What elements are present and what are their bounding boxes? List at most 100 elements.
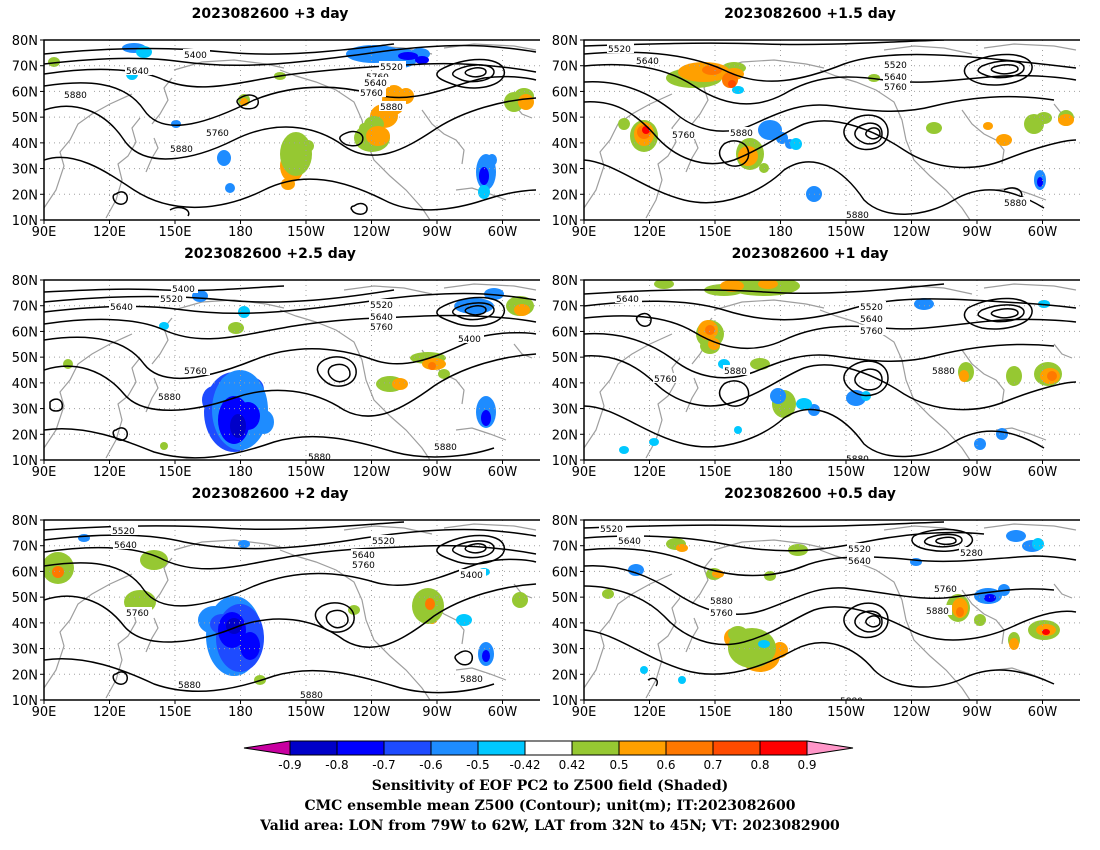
map-plot: 5640 5520 5640 5760 5760 5880 5880 5880 80N 70N 60… xyxy=(552,274,1080,480)
gridlines xyxy=(44,40,540,220)
z500-contour xyxy=(454,650,474,666)
lon-tick-label: 90E xyxy=(32,705,57,720)
lon-tick-label: 90E xyxy=(32,225,57,240)
coastline xyxy=(151,77,173,125)
coastline xyxy=(961,589,1005,645)
contour-label: 5880 xyxy=(64,91,87,101)
sensitivity-blob xyxy=(398,88,414,104)
contour-label: 5760 xyxy=(654,375,677,385)
sensitivity-blob xyxy=(974,614,986,626)
contour-label: 5760 xyxy=(352,561,375,571)
contour-label: 5760 xyxy=(370,323,393,333)
lon-tick-label: 90W xyxy=(422,705,452,720)
contour-label: 5520 xyxy=(860,303,883,313)
sensitivity-blob xyxy=(425,598,435,610)
coastline xyxy=(105,357,141,459)
contour-label: 5520 xyxy=(160,295,183,305)
z500-contour xyxy=(584,80,1055,132)
sensitivity-blob xyxy=(618,118,630,130)
sensitivity-blob xyxy=(398,52,418,60)
lat-tick-label: 20N xyxy=(12,188,38,203)
contour-label-bg xyxy=(933,583,960,593)
lat-tick-label: 60N xyxy=(12,325,38,340)
sensitivity-blob xyxy=(1036,112,1052,124)
contour-label-bg xyxy=(363,77,390,87)
contour-label: 5760 xyxy=(710,609,733,619)
z500-contour xyxy=(464,543,487,554)
lat-tick-label: 10N xyxy=(552,454,578,469)
sensitivity-blob xyxy=(702,65,722,75)
sensitivity-blob xyxy=(996,428,1008,440)
coastline xyxy=(279,309,431,460)
coastline xyxy=(513,343,533,359)
z500-contour xyxy=(584,315,1077,350)
contour-label-bg xyxy=(883,71,910,81)
z500-contour xyxy=(44,521,405,531)
contour-label-bg xyxy=(859,301,886,311)
z500-contour xyxy=(584,63,1077,105)
z500-contour xyxy=(584,332,1055,379)
z500-contour xyxy=(718,380,750,407)
sensitivity-blob xyxy=(996,134,1012,146)
sensitivity-blob xyxy=(983,122,993,130)
contour-label: 5400 xyxy=(172,285,195,295)
map-panel-day3: 2023082600 +3 day 5400552056405760588056… xyxy=(0,0,540,240)
panel-title: 2023082600 +1 day xyxy=(731,246,889,262)
contour-label: 5520 xyxy=(608,45,631,55)
z500-contour xyxy=(44,285,285,293)
footer-line-1: Sensitivity of EOF PC2 to Z500 field (Sh… xyxy=(371,778,729,794)
contour-label: 5640 xyxy=(618,537,641,547)
contour-label-bg xyxy=(709,607,736,617)
lon-tick-label: 120W xyxy=(893,225,931,240)
z500-contour xyxy=(464,305,487,316)
sensitivity-blob xyxy=(676,544,688,552)
z500-contour xyxy=(325,609,349,629)
z500-contour xyxy=(339,130,364,147)
contour-label: 5760 xyxy=(184,367,207,377)
contour-label-bg xyxy=(723,365,750,375)
lon-tick-label: 60W xyxy=(488,225,518,240)
z500-contour xyxy=(584,547,1077,577)
z500-contours xyxy=(44,285,537,459)
lon-tick-label: 60W xyxy=(488,705,518,720)
contour-label-bg xyxy=(931,365,958,375)
z500-contours xyxy=(44,521,537,694)
lat-tick-label: 20N xyxy=(12,428,38,443)
sensitivity-blob xyxy=(456,614,472,626)
sensitivity-blob xyxy=(776,132,788,144)
lon-tick-label: 180 xyxy=(768,465,793,480)
coastline xyxy=(151,557,173,605)
plot-frame xyxy=(583,519,1080,701)
contour-label: 5520 xyxy=(380,63,403,73)
lat-tick-label: 30N xyxy=(12,163,38,178)
contour-label-bg xyxy=(359,87,386,97)
contour-label-bg xyxy=(169,143,196,153)
contour-label-bg xyxy=(177,679,204,689)
contour-labels: 5640 5520 5640 5760 5760 5880 5880 5880 xyxy=(615,293,958,460)
contour-label-bg xyxy=(859,325,886,335)
sensitivity-blob xyxy=(280,132,312,176)
lon-tick-label: 180 xyxy=(228,225,253,240)
z500-contour xyxy=(350,202,368,215)
z500-contour xyxy=(44,528,537,550)
contour-label-bg xyxy=(365,71,392,81)
coastline xyxy=(819,309,971,460)
sensitivity-blob xyxy=(514,304,530,316)
z500-contour xyxy=(44,658,495,694)
sensitivity-blob xyxy=(732,86,744,94)
sensitivity-blob xyxy=(140,550,168,570)
map-plot: 5400552056405760588056405760588057605880… xyxy=(12,34,540,240)
z500-contour xyxy=(584,531,985,552)
contour-label-bg xyxy=(371,535,398,545)
lat-tick-label: 60N xyxy=(552,565,578,580)
colorbar-segment xyxy=(712,740,761,756)
contour-label: 5760 xyxy=(206,129,229,139)
z500-contour xyxy=(49,398,64,412)
lon-tick-label: 120W xyxy=(353,225,391,240)
contour-label-bg xyxy=(457,333,484,343)
contour-label-bg xyxy=(379,101,406,111)
contour-label: 5520 xyxy=(600,525,623,535)
panel-title: 2023082600 +2 day xyxy=(191,486,349,502)
lat-tick-label: 20N xyxy=(552,668,578,683)
